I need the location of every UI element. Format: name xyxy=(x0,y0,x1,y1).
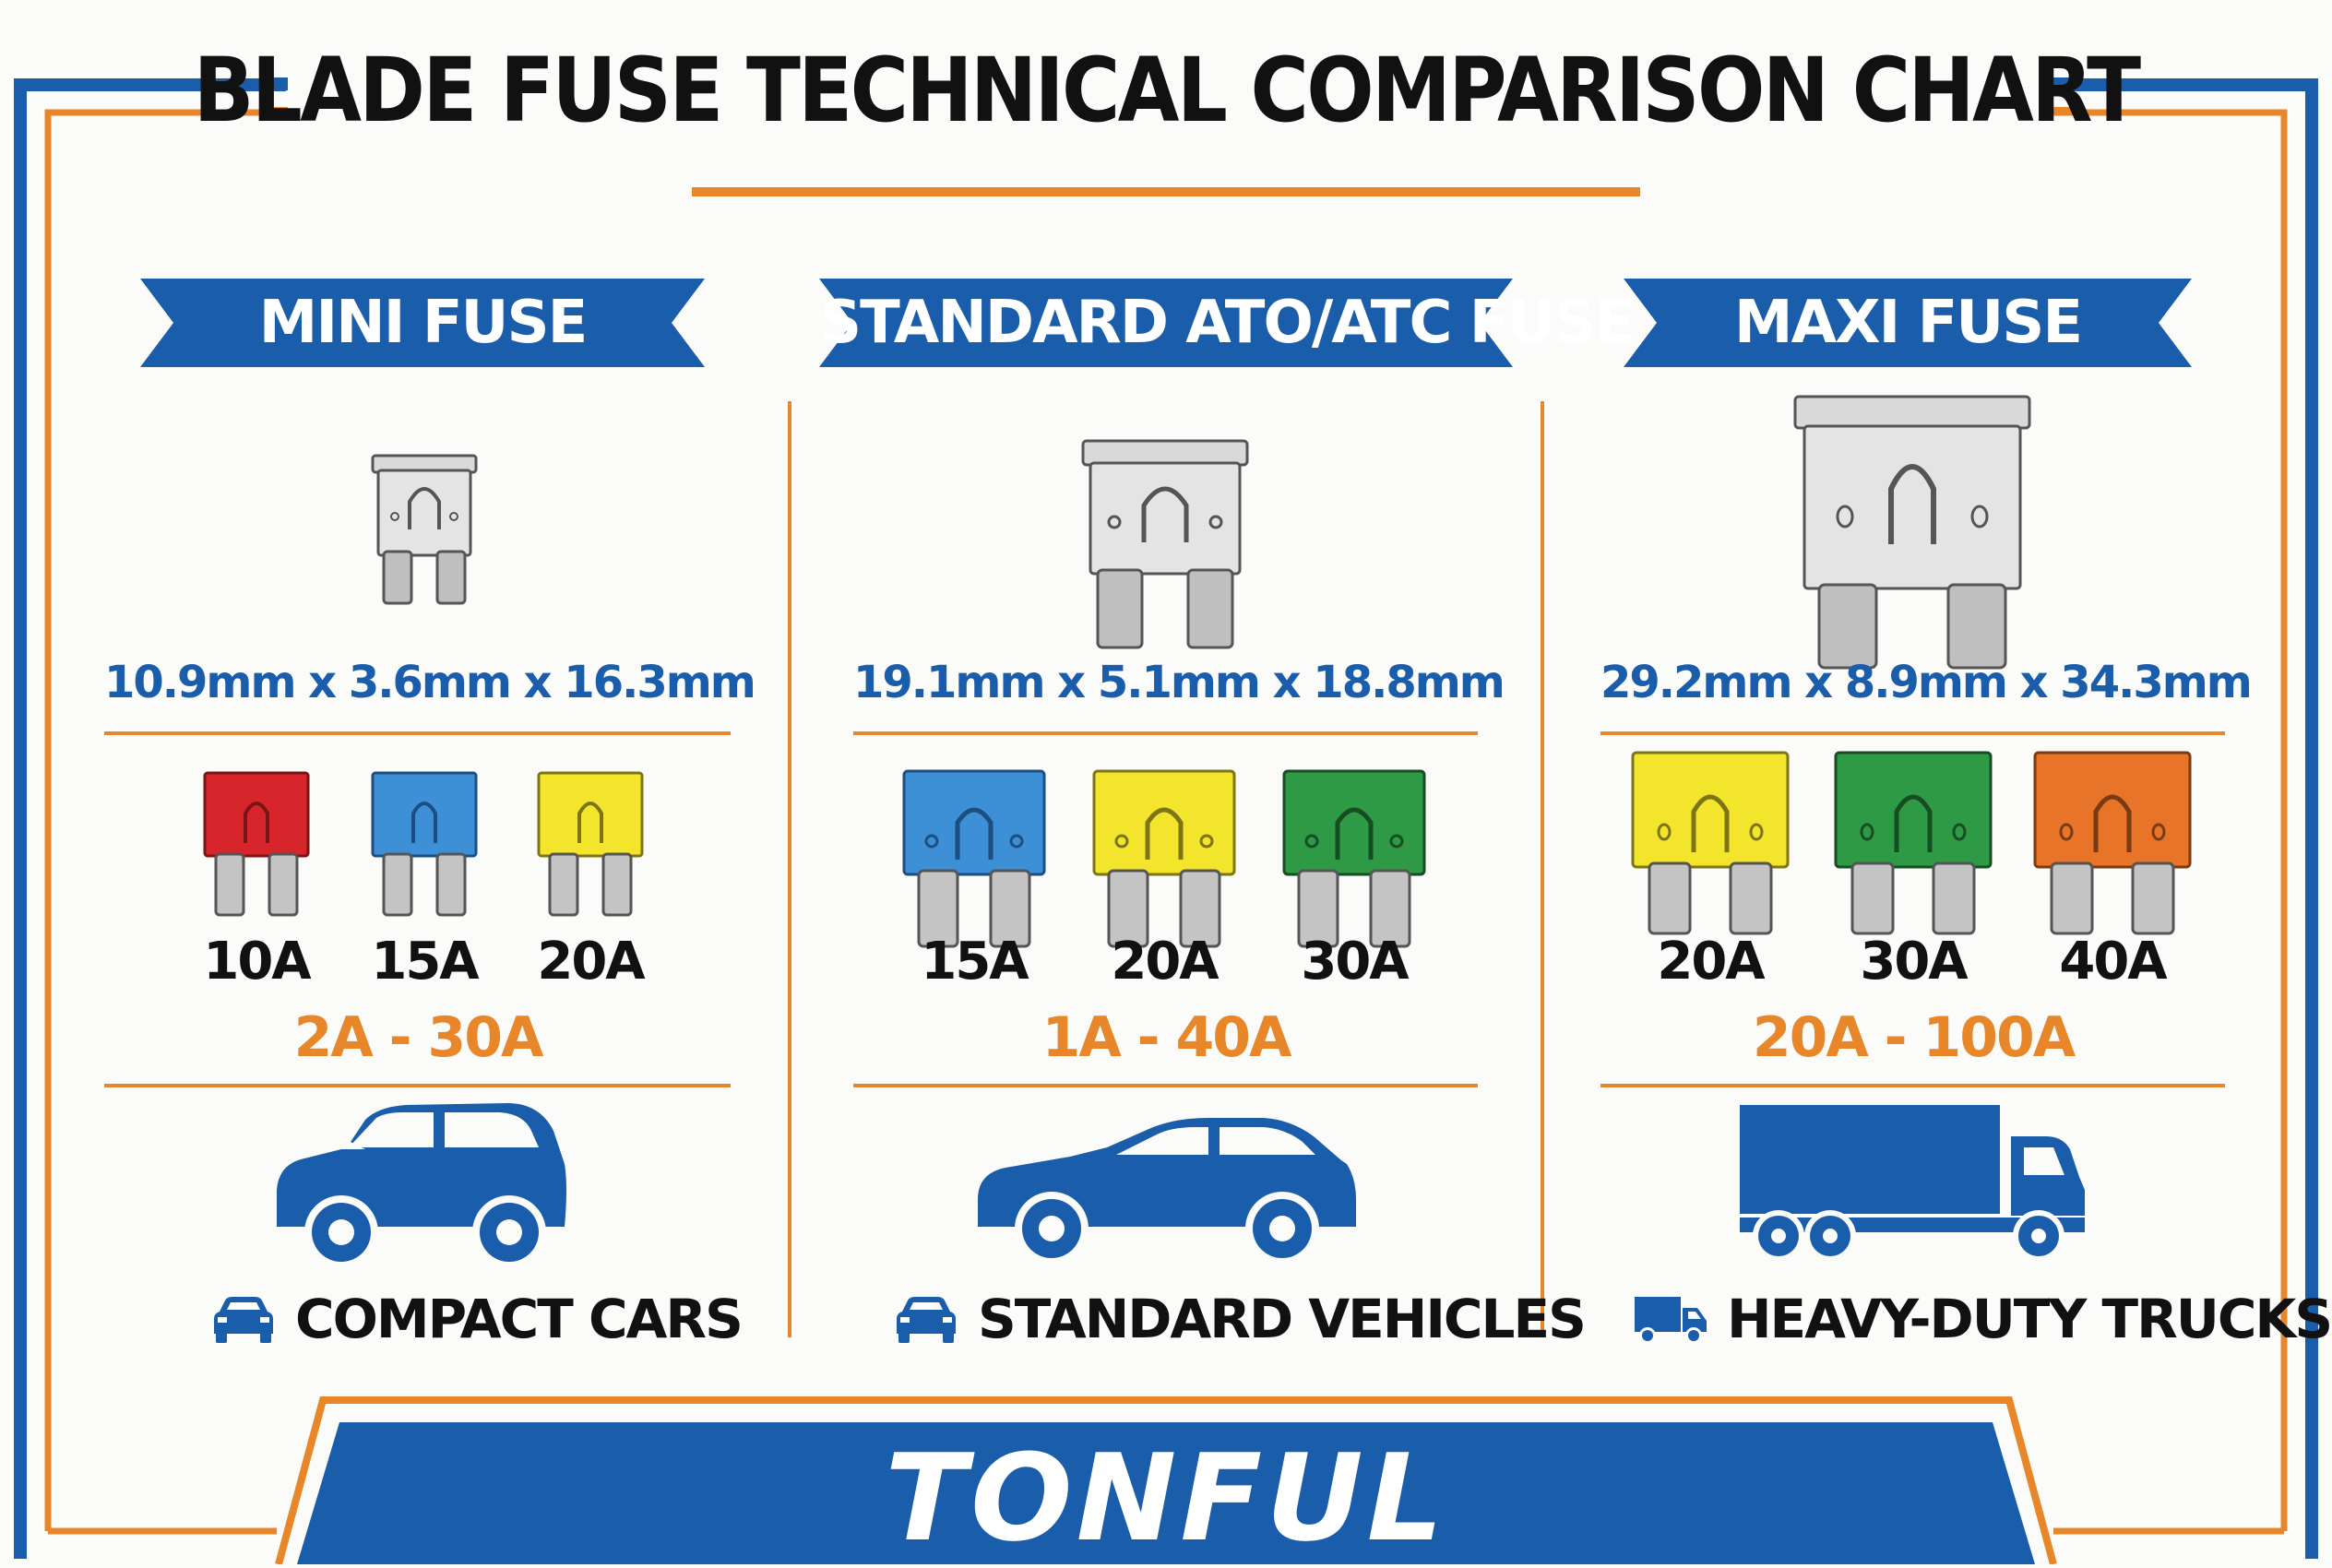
car-icon xyxy=(214,1297,273,1343)
maxi-fuse-application: HEAVY-DUTY TRUCKS xyxy=(1633,1287,2332,1351)
rating-label: 15A xyxy=(371,932,479,992)
banner-standard xyxy=(819,279,1513,367)
standard-fuse-application: STANDARD VEHICLES xyxy=(891,1287,1587,1351)
fuse-10a-red xyxy=(203,771,310,917)
rating-label: 20A xyxy=(1111,932,1219,992)
mini-fuse-range: 2A - 30A xyxy=(293,1005,544,1070)
fuse-20a-yellow-standard xyxy=(1092,769,1236,948)
rating-label: 30A xyxy=(1860,932,1968,992)
truck-icon xyxy=(1740,1105,2085,1262)
car-icon xyxy=(897,1297,956,1343)
application-label: COMPACT CARS xyxy=(295,1288,744,1350)
fuse-30a-green-standard xyxy=(1282,769,1426,948)
mini-fuse-illustration xyxy=(371,454,478,605)
fuse-30a-green-maxi xyxy=(1834,751,1993,935)
maxi-fuse-dimensions: 29.2mm x 8.9mm x 34.3mm xyxy=(1600,657,2253,708)
fuse-20a-yellow-maxi xyxy=(1631,751,1790,935)
maxi-fuse-range: 20A - 100A xyxy=(1752,1005,2076,1070)
small-truck-icon xyxy=(1635,1297,1707,1344)
hatchback-car-icon xyxy=(277,1103,566,1269)
fuse-15a-blue xyxy=(371,771,478,917)
rating-label: 30A xyxy=(1301,932,1409,992)
maxi-fuse-illustration xyxy=(1793,395,2031,670)
brand-banner xyxy=(297,1422,2035,1564)
application-label: HEAVY-DUTY TRUCKS xyxy=(1727,1288,2332,1350)
page-title: BLADE FUSE TECHNICAL COMPARISON CHART xyxy=(193,39,2141,142)
maxi-fuse-heading: MAXI FUSE xyxy=(1733,289,2083,357)
rating-label: 20A xyxy=(537,932,645,992)
brand-logo: TONFUL xyxy=(885,1428,1447,1568)
standard-fuse-illustration xyxy=(1081,439,1249,649)
fuse-40a-orange-maxi xyxy=(2033,751,2192,935)
mini-fuse-heading: MINI FUSE xyxy=(258,289,589,357)
mini-fuse-dimensions: 10.9mm x 3.6mm x 16.3mm xyxy=(104,657,756,708)
standard-fuse-range: 1A - 40A xyxy=(1041,1005,1292,1070)
banner-mini xyxy=(140,279,705,367)
rating-label: 15A xyxy=(921,932,1029,992)
standard-fuse-dimensions: 19.1mm x 5.1mm x 18.8mm xyxy=(853,657,1505,708)
standard-fuse-heading: STANDARD ATO/ATC FUSE xyxy=(819,289,1635,357)
rating-label: 10A xyxy=(203,932,311,992)
sedan-car-icon xyxy=(978,1118,1356,1265)
banner-maxi xyxy=(1624,279,2192,367)
rating-label: 20A xyxy=(1657,932,1765,992)
mini-fuse-application: COMPACT CARS xyxy=(208,1287,744,1351)
rating-label: 40A xyxy=(2059,932,2167,992)
fuse-15a-blue-standard xyxy=(902,769,1046,948)
application-label: STANDARD VEHICLES xyxy=(978,1288,1587,1350)
fuse-20a-yellow xyxy=(537,771,644,917)
